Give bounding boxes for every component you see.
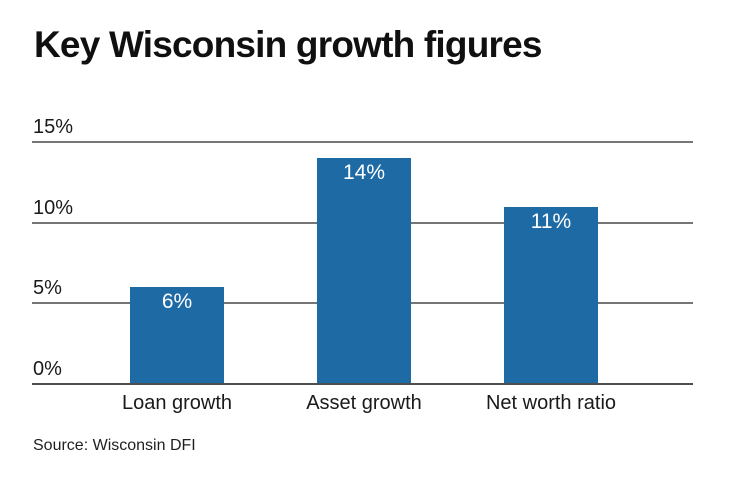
bar-value-label: 6% — [161, 290, 193, 314]
plot-area: 0% 5% 10% 15% 6% Loan growth 14% Asset growth 11… — [32, 116, 693, 414]
x-axis-category-label: Loan growth — [121, 392, 233, 414]
y-axis-tick-label: 10% — [33, 196, 74, 219]
bar-net-worth-ratio: 11% — [504, 206, 598, 384]
bar-value-label: 11% — [530, 209, 572, 233]
source-note: Source: Wisconsin DFI — [33, 437, 196, 454]
y-axis-tick-label: 5% — [33, 277, 62, 300]
y-axis-tick-label: 15% — [33, 116, 74, 138]
bar-asset-growth: 14% — [317, 158, 411, 384]
bar-loan-growth: 6% — [130, 287, 224, 384]
bar-value-label: 14% — [342, 161, 386, 185]
x-axis-category-label: Asset growth — [306, 392, 422, 414]
chart-title: Key Wisconsin growth figures — [34, 24, 542, 65]
x-axis-category-label: Net worth ratio — [485, 392, 617, 414]
y-axis-tick-label: 0% — [33, 358, 62, 380]
gridline-0 — [32, 383, 693, 385]
gridline-15 — [32, 141, 693, 143]
